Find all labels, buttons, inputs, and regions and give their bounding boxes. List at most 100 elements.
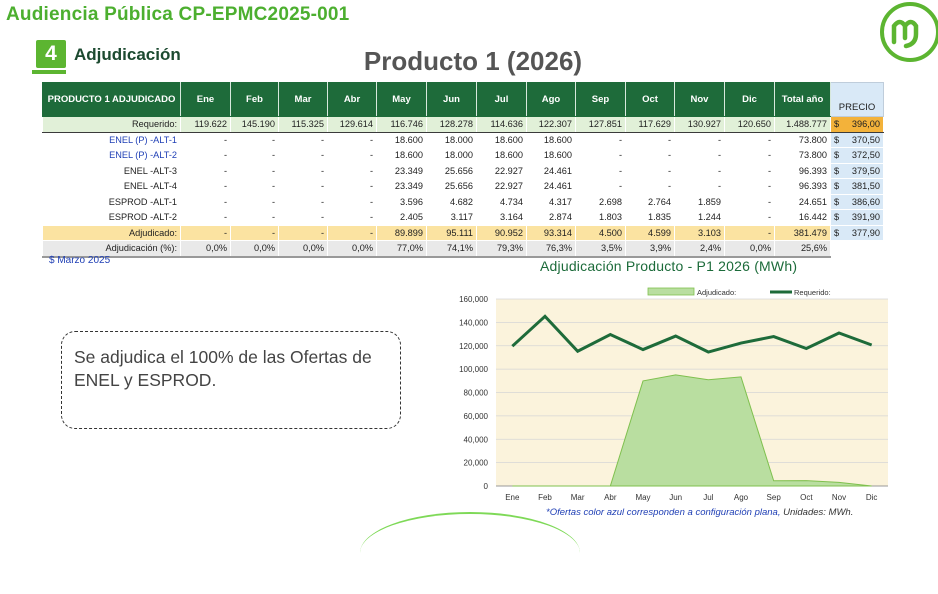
row-total: 1.488.777 bbox=[775, 117, 831, 133]
table-cell: 24.461 bbox=[527, 163, 576, 179]
price-value: 377,90 bbox=[852, 228, 880, 238]
chart-footnote: *Ofertas color azul corresponden a confi… bbox=[546, 507, 853, 518]
table-cell: 1.244 bbox=[675, 210, 725, 226]
table-cell: 3,5% bbox=[576, 241, 626, 257]
table-cell: - bbox=[181, 132, 231, 148]
table-cell: - bbox=[626, 132, 675, 148]
y-tick-label: 140,000 bbox=[459, 318, 488, 327]
table-cell: 0,0% bbox=[181, 241, 231, 257]
y-tick-label: 160,000 bbox=[459, 295, 488, 304]
month-header-mar: Mar bbox=[279, 83, 328, 117]
table-cell: - bbox=[576, 179, 626, 195]
row-label: ESPROD -ALT-2 bbox=[43, 210, 181, 226]
table-cell: - bbox=[725, 194, 775, 210]
table-cell: 24.461 bbox=[527, 179, 576, 195]
month-header-may: May bbox=[377, 83, 427, 117]
table-cell: - bbox=[181, 225, 231, 241]
table-cell: - bbox=[279, 225, 328, 241]
table-cell: 2.874 bbox=[527, 210, 576, 226]
currency-symbol: $ bbox=[834, 150, 839, 160]
row-price bbox=[831, 241, 884, 257]
y-tick-label: 80,000 bbox=[464, 389, 489, 398]
currency-symbol: $ bbox=[834, 181, 839, 191]
table-cell: - bbox=[231, 179, 279, 195]
table-cell: 4.599 bbox=[626, 225, 675, 241]
table-cell: 3,9% bbox=[626, 241, 675, 257]
price-value: 370,50 bbox=[852, 135, 880, 145]
table-cell: - bbox=[626, 179, 675, 195]
x-tick-label: Feb bbox=[538, 493, 552, 502]
table-cell: 128.278 bbox=[427, 117, 477, 133]
table-cell: 1.835 bbox=[626, 210, 675, 226]
row-price: $386,60 bbox=[831, 194, 884, 210]
row-price: $391,90 bbox=[831, 210, 884, 226]
table-cell: 4.682 bbox=[427, 194, 477, 210]
table-cell: 93.314 bbox=[527, 225, 576, 241]
table-cell: 79,3% bbox=[477, 241, 527, 257]
x-tick-label: Oct bbox=[800, 493, 813, 502]
row-total: 25,6% bbox=[775, 241, 831, 257]
table-cell: - bbox=[279, 210, 328, 226]
month-header-nov: Nov bbox=[675, 83, 725, 117]
footnote-units: Unidades: MWh. bbox=[780, 507, 853, 518]
x-tick-label: Mar bbox=[571, 493, 585, 502]
row-total: 96.393 bbox=[775, 179, 831, 195]
table-cell: - bbox=[328, 163, 377, 179]
table-cell: 2,4% bbox=[675, 241, 725, 257]
month-header-jul: Jul bbox=[477, 83, 527, 117]
month-header-jun: Jun bbox=[427, 83, 477, 117]
row-label: ENEL -ALT-4 bbox=[43, 179, 181, 195]
table-cell: 18.000 bbox=[427, 148, 477, 164]
y-tick-label: 120,000 bbox=[459, 342, 488, 351]
table-cell: 3.164 bbox=[477, 210, 527, 226]
month-header-ago: Ago bbox=[527, 83, 576, 117]
table-cell: - bbox=[626, 148, 675, 164]
table-cell: - bbox=[181, 194, 231, 210]
x-tick-label: Ene bbox=[505, 493, 520, 502]
table-cell: 116.746 bbox=[377, 117, 427, 133]
x-tick-label: Sep bbox=[767, 493, 782, 502]
row-price: $377,90 bbox=[831, 225, 884, 241]
table-cell: 3.596 bbox=[377, 194, 427, 210]
table-cell: - bbox=[231, 163, 279, 179]
table-cell: - bbox=[328, 148, 377, 164]
product-title: Producto 1 (2026) bbox=[0, 46, 938, 77]
x-tick-label: Dic bbox=[866, 493, 878, 502]
table-cell: - bbox=[279, 163, 328, 179]
table-cell: - bbox=[675, 132, 725, 148]
table-cell: - bbox=[328, 179, 377, 195]
row-price: $379,50 bbox=[831, 163, 884, 179]
y-tick-label: 100,000 bbox=[459, 365, 488, 374]
table-cell: 18.000 bbox=[427, 132, 477, 148]
table-cell: - bbox=[279, 194, 328, 210]
table-cell: - bbox=[231, 210, 279, 226]
table-cell: - bbox=[231, 225, 279, 241]
presentation-title: Audiencia Pública CP-EPMC2025-001 bbox=[6, 4, 349, 26]
summary-callout: Se adjudica el 100% de las Ofertas de EN… bbox=[61, 331, 401, 429]
table-cell: - bbox=[328, 194, 377, 210]
table-cell: 4.500 bbox=[576, 225, 626, 241]
row-label: Adjudicado: bbox=[43, 225, 181, 241]
price-date-note: $ Marzo 2025 bbox=[49, 255, 110, 266]
table-cell: - bbox=[231, 148, 279, 164]
y-tick-label: 40,000 bbox=[464, 435, 489, 444]
table-cell: 22.927 bbox=[477, 163, 527, 179]
table-cell: 3.103 bbox=[675, 225, 725, 241]
table-cell: - bbox=[181, 179, 231, 195]
table-cell: - bbox=[181, 148, 231, 164]
table-cell: 115.325 bbox=[279, 117, 328, 133]
price-value: 372,50 bbox=[852, 150, 880, 160]
table-cell: - bbox=[725, 179, 775, 195]
table-cell: - bbox=[725, 225, 775, 241]
table-cell: 1.803 bbox=[576, 210, 626, 226]
table-cell: 18.600 bbox=[377, 148, 427, 164]
table-cell: - bbox=[231, 194, 279, 210]
month-header-oct: Oct bbox=[626, 83, 675, 117]
row-price: $370,50 bbox=[831, 132, 884, 148]
row-total: 24.651 bbox=[775, 194, 831, 210]
